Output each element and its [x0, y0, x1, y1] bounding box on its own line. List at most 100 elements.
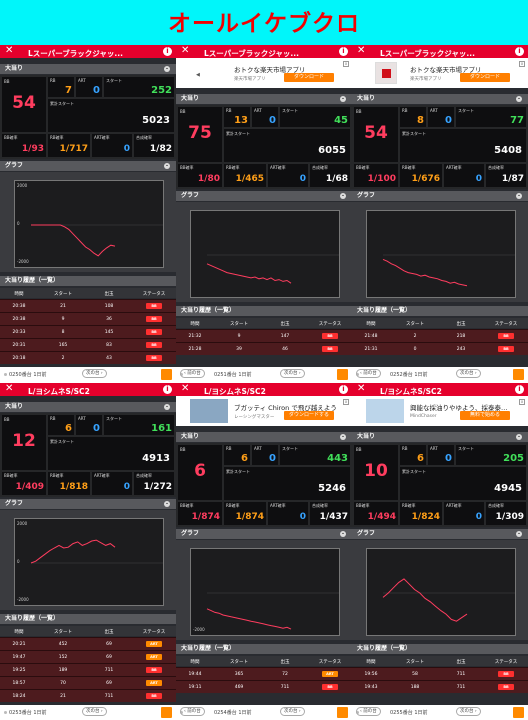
info-icon[interactable]: i: [163, 385, 172, 394]
ad-download-button[interactable]: ダウンロード: [284, 73, 334, 82]
ad-download-button[interactable]: 無料で始める: [460, 411, 510, 420]
ad-banner[interactable]: おトクな楽天市場アプリ 楽天市場アプリ ダウンロード x: [352, 58, 528, 88]
app-icon[interactable]: [161, 707, 172, 718]
app-icon[interactable]: [513, 707, 524, 718]
info-icon[interactable]: i: [339, 385, 348, 394]
next-machine-button[interactable]: 次の台 ›: [456, 707, 481, 716]
rb-rate-label: RB確率: [402, 503, 416, 508]
collapse-icon[interactable]: –: [340, 193, 346, 199]
close-icon[interactable]: ✕: [181, 45, 190, 56]
start-box: スタート 77: [456, 107, 526, 127]
info-icon[interactable]: i: [515, 47, 524, 56]
collapse-icon[interactable]: –: [516, 531, 522, 537]
ad-banner[interactable]: ◀ おトクな楽天市場アプリ 楽天市場アプリ ダウンロード x: [176, 58, 352, 88]
close-icon[interactable]: ✕: [5, 45, 14, 56]
collapse-icon[interactable]: –: [340, 434, 346, 440]
history-row[interactable]: 19:56 58 711 BB: [352, 667, 528, 680]
app-icon[interactable]: [337, 369, 348, 380]
art-label: ART: [430, 446, 438, 451]
rb-rate-value: 1/824: [411, 512, 440, 522]
close-icon[interactable]: ✕: [357, 383, 366, 394]
next-machine-button[interactable]: 次の台 ›: [82, 369, 107, 378]
info-icon[interactable]: i: [339, 47, 348, 56]
ad-banner[interactable]: 興能な採油りやゆよう、採泰泰… MindChaser 無料で始める x: [352, 396, 528, 426]
history-row[interactable]: 21:28 39 46 BB: [176, 342, 352, 355]
ad-download-button[interactable]: ダウンロード: [460, 73, 510, 82]
ad-banner[interactable]: ブガッティ Chiron で飛び越えよう レーシングマスター ダウンロードする x: [176, 396, 352, 426]
prev-machine-button[interactable]: ‹ 前の台: [180, 707, 205, 716]
ad-download-button[interactable]: ダウンロードする: [284, 411, 334, 420]
art-count: 0: [445, 115, 452, 126]
bb-count: 54: [12, 93, 36, 113]
ad-close-icon[interactable]: x: [519, 61, 525, 67]
collapse-icon[interactable]: –: [340, 531, 346, 537]
row-medals: 218: [456, 334, 466, 339]
row-start: 9: [237, 334, 241, 339]
machine-number: 0251番台 1日前: [214, 372, 252, 378]
rb-label: RB: [402, 446, 408, 451]
ad-close-icon[interactable]: x: [519, 399, 525, 405]
close-icon[interactable]: ✕: [181, 383, 190, 394]
ad-app-icon: [375, 62, 397, 84]
app-icon[interactable]: [337, 707, 348, 718]
history-row[interactable]: 20:18 2 43 BB: [0, 351, 176, 364]
panel-footer: 0250番台 1日前 次の台 ›: [0, 367, 176, 382]
bb-rate-box: BB確率 1/80: [178, 164, 222, 187]
panel-footer: 0253番台 1日前 次の台 ›: [0, 705, 176, 720]
next-machine-button[interactable]: 次の台 ›: [280, 707, 305, 716]
bb-rate-box: BB確率 1/100: [354, 164, 398, 187]
row-start: 189: [58, 668, 68, 673]
history-row[interactable]: 21:31 0 243 BB: [352, 342, 528, 355]
combined-rate-value: 1/82: [149, 144, 172, 154]
history-row[interactable]: 18:24 21 711 BB: [0, 689, 176, 702]
prev-machine-button[interactable]: ‹ 前の台: [356, 369, 381, 378]
next-machine-button[interactable]: 次の台 ›: [456, 369, 481, 378]
history-row[interactable]: 20:33 8 145 BB: [0, 325, 176, 338]
column-header: スタート: [406, 660, 424, 665]
collapse-icon[interactable]: –: [516, 434, 522, 440]
ad-arrow-icon: ◀: [196, 72, 200, 78]
app-icon[interactable]: [161, 369, 172, 380]
history-row[interactable]: 20:21 452 69 ART: [0, 637, 176, 650]
next-machine-button[interactable]: 次の台 ›: [280, 369, 305, 378]
close-icon[interactable]: ✕: [5, 383, 14, 394]
collapse-icon[interactable]: –: [164, 501, 170, 507]
row-medals: 711: [104, 694, 114, 699]
collapse-icon[interactable]: –: [164, 163, 170, 169]
history-row[interactable]: 20:38 9 36 BB: [0, 312, 176, 325]
info-icon[interactable]: i: [515, 385, 524, 394]
history-row[interactable]: 21:48 2 218 BB: [352, 329, 528, 342]
y-max-label: 2000: [17, 183, 28, 188]
history-row[interactable]: 19:47 152 69 ART: [0, 650, 176, 663]
history-row[interactable]: 18:57 70 69 ART: [0, 676, 176, 689]
row-status-badge: BB: [146, 667, 162, 673]
history-row[interactable]: 19:44 365 72 ART: [176, 667, 352, 680]
y-min-label: -2000: [17, 597, 29, 602]
collapse-icon[interactable]: –: [516, 193, 522, 199]
prev-machine-button[interactable]: ‹ 前の台: [356, 707, 381, 716]
history-row[interactable]: 20:31 165 83 BB: [0, 338, 176, 351]
collapse-icon[interactable]: –: [516, 96, 522, 102]
history-row[interactable]: 19:43 188 711 BB: [352, 680, 528, 693]
ad-close-icon[interactable]: x: [343, 61, 349, 67]
start-label: スタート: [458, 108, 474, 113]
collapse-icon[interactable]: –: [340, 96, 346, 102]
history-row[interactable]: 19:25 189 711 BB: [0, 663, 176, 676]
collapse-icon[interactable]: –: [164, 66, 170, 72]
art-rate-box: ART確率 0: [268, 502, 308, 525]
column-header: スタート: [54, 292, 72, 297]
history-row[interactable]: 21:32 9 147 BB: [176, 329, 352, 342]
prev-machine-button[interactable]: ‹ 前の台: [180, 369, 205, 378]
next-machine-button[interactable]: 次の台 ›: [82, 707, 107, 716]
history-row[interactable]: 19:11 469 711 BB: [176, 680, 352, 693]
ad-close-icon[interactable]: x: [343, 399, 349, 405]
start-box: スタート 45: [280, 107, 350, 127]
panel-footer: ‹ 前の台 0255番台 1日前 次の台 ›: [352, 705, 528, 720]
row-status-badge: ART: [146, 680, 162, 686]
close-icon[interactable]: ✕: [357, 45, 366, 56]
history-row[interactable]: 20:38 21 108 BB: [0, 299, 176, 312]
info-icon[interactable]: i: [163, 47, 172, 56]
collapse-icon[interactable]: –: [164, 404, 170, 410]
app-icon[interactable]: [513, 369, 524, 380]
bb-count: 6: [194, 461, 206, 481]
